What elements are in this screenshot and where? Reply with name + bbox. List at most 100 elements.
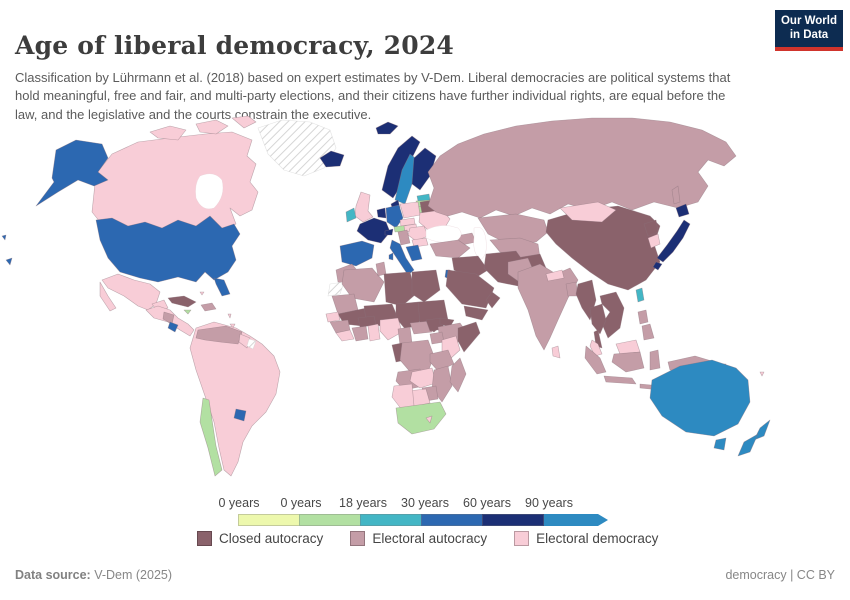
country-united-kingdom[interactable] — [354, 191, 374, 223]
country-somalia[interactable] — [457, 321, 481, 353]
country-jamaica[interactable] — [183, 309, 192, 315]
country-canada[interactable] — [91, 131, 259, 231]
country-mongolia[interactable] — [559, 201, 617, 223]
country-nepal[interactable] — [545, 269, 565, 282]
country-japan-hokkaido[interactable] — [675, 203, 690, 218]
country-malaysia-borneo[interactable] — [615, 339, 641, 355]
country-hispaniola[interactable] — [200, 302, 217, 312]
country-france[interactable] — [356, 217, 391, 244]
country-thailand[interactable] — [589, 303, 607, 335]
country-philippines-luzon[interactable] — [637, 309, 649, 325]
country-canada-arctic-2[interactable] — [195, 119, 229, 135]
legend-segment-age30_60[interactable] — [421, 514, 483, 526]
country-sierra-leone-liberia[interactable] — [335, 329, 355, 342]
country-indonesia-sumatra[interactable] — [584, 345, 607, 375]
country-nigeria[interactable] — [379, 317, 403, 341]
country-poland[interactable] — [399, 201, 421, 219]
country-ireland[interactable] — [345, 207, 357, 223]
legend-category-electoral_autocracy[interactable]: Electoral autocracy — [350, 531, 487, 546]
country-madagascar[interactable] — [449, 357, 467, 393]
country-libya[interactable] — [383, 271, 417, 307]
country-hawaii-2[interactable] — [1, 234, 7, 241]
country-china[interactable] — [545, 205, 661, 291]
country-kazakhstan[interactable] — [477, 213, 549, 245]
country-cuba[interactable] — [167, 295, 197, 308]
country-south-africa[interactable] — [395, 401, 447, 435]
country-fiji[interactable] — [759, 371, 765, 377]
country-costa-rica[interactable] — [167, 321, 179, 333]
country-antilles[interactable] — [227, 313, 232, 319]
country-svalbard[interactable] — [375, 121, 399, 135]
country-bahamas[interactable] — [199, 291, 205, 296]
country-lesotho[interactable] — [425, 415, 433, 424]
owid-logo-line1: Our World — [780, 15, 837, 28]
country-germany[interactable] — [385, 204, 404, 229]
country-sri-lanka[interactable] — [551, 345, 561, 359]
footer-license[interactable]: democracy | CC BY — [725, 568, 835, 582]
country-central-african-republic[interactable] — [409, 320, 433, 335]
country-hawaii[interactable] — [5, 257, 13, 266]
country-iraq-syria[interactable] — [451, 255, 489, 281]
legend-segment-age0[interactable] — [238, 514, 300, 526]
country-uruguay[interactable] — [233, 408, 247, 422]
country-bulgaria[interactable] — [411, 237, 429, 248]
legend-category-closed_autocracy[interactable]: Closed autocracy — [197, 531, 323, 546]
country-usa-alaska[interactable] — [35, 139, 109, 207]
country-italy[interactable] — [389, 239, 415, 276]
country-australia[interactable] — [649, 359, 751, 437]
owid-logo-line2: in Data — [789, 28, 829, 41]
country-suriname[interactable] — [246, 338, 257, 350]
footer-source: Data source: V-Dem (2025) — [15, 568, 172, 582]
legend-category-electoral_democracy[interactable]: Electoral democracy — [514, 531, 658, 546]
country-turkey[interactable] — [429, 239, 471, 259]
country-greece[interactable] — [405, 244, 423, 262]
country-iceland[interactable] — [319, 150, 345, 168]
legend-segment-age0_18[interactable] — [299, 514, 361, 526]
country-chile[interactable] — [199, 397, 223, 477]
country-venezuela[interactable] — [195, 325, 243, 345]
country-algeria[interactable] — [341, 267, 385, 303]
country-japan-kyushu[interactable] — [652, 261, 663, 271]
country-north-korea[interactable] — [643, 219, 659, 237]
country-iberia[interactable] — [339, 240, 375, 267]
country-russia[interactable] — [427, 117, 737, 219]
country-yemen[interactable] — [463, 305, 489, 321]
country-italy-sardinia[interactable] — [388, 252, 394, 261]
country-egypt[interactable] — [411, 269, 441, 303]
country-usa-florida[interactable] — [213, 277, 231, 297]
country-switzerland[interactable] — [384, 228, 394, 236]
country-senegal[interactable] — [325, 311, 341, 323]
country-trinidad[interactable] — [229, 323, 236, 329]
country-indonesia-kalimantan[interactable] — [611, 351, 645, 373]
country-indochina[interactable] — [599, 291, 625, 339]
country-south-korea[interactable] — [647, 233, 661, 249]
country-western-sahara[interactable] — [327, 281, 345, 297]
country-canada-arctic-1[interactable] — [149, 125, 187, 141]
country-mexico-baja[interactable] — [99, 281, 117, 312]
country-canada-arctic-3[interactable] — [231, 115, 257, 129]
country-norway[interactable] — [381, 135, 421, 199]
legend-segment-age18_30[interactable] — [360, 514, 422, 526]
country-japan-honshu[interactable] — [656, 219, 691, 263]
country-finland[interactable] — [411, 147, 437, 191]
country-west-balkans[interactable] — [397, 229, 411, 246]
country-indonesia-sulawesi[interactable] — [649, 349, 661, 371]
country-taiwan[interactable] — [635, 287, 645, 303]
country-zambia[interactable] — [409, 367, 437, 389]
country-indonesia-java[interactable] — [603, 375, 637, 385]
legend-tick: 90 years — [525, 496, 573, 510]
country-russia-sakhalin[interactable] — [671, 185, 681, 205]
country-ivory-coast[interactable] — [351, 325, 369, 342]
country-australia-tasmania[interactable] — [713, 437, 727, 451]
owid-logo[interactable]: Our World in Data — [775, 10, 843, 51]
country-greenland[interactable] — [257, 119, 337, 177]
legend-segment-age90plus[interactable] — [544, 514, 608, 526]
country-usa[interactable] — [95, 215, 241, 283]
country-benelux[interactable] — [376, 207, 387, 219]
country-philippines-mindanao[interactable] — [641, 323, 655, 341]
country-ghana[interactable] — [367, 323, 381, 342]
country-new-zealand-south[interactable] — [737, 433, 759, 457]
country-oman[interactable] — [485, 291, 501, 309]
legend-segment-age60_90[interactable] — [482, 514, 544, 526]
country-saudi-arabia[interactable] — [445, 269, 495, 309]
